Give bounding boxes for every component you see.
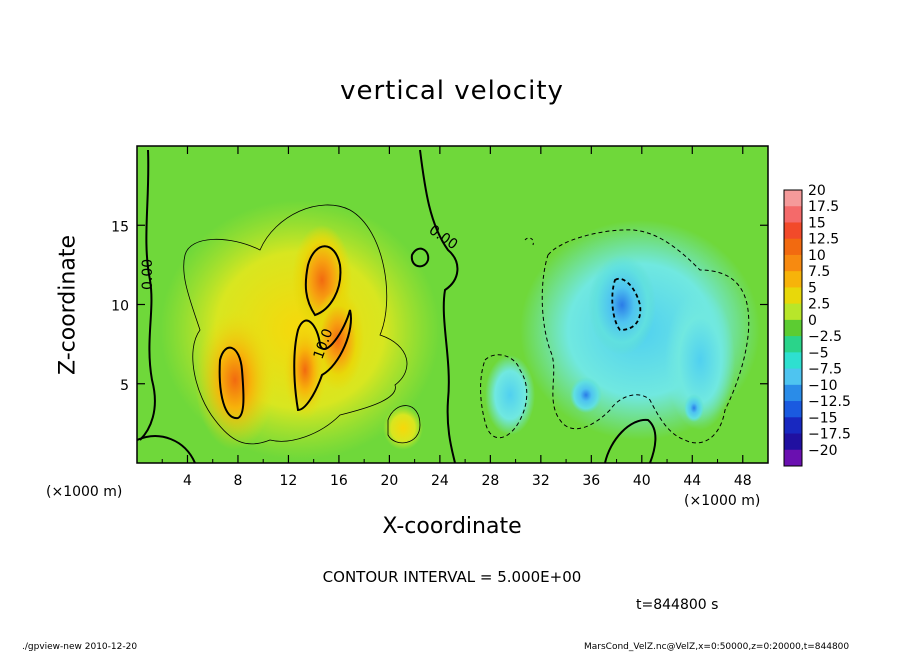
contour-thick-mid2	[293, 309, 352, 412]
colorbar-swatch	[784, 368, 802, 386]
colorbar-swatch	[784, 287, 802, 305]
colorbar-label: −7.5	[808, 362, 842, 378]
x-tick-label: 36	[582, 473, 600, 489]
contour-small-blob	[410, 247, 430, 268]
contour-zero-outer	[183, 204, 408, 445]
colorbar-label: −20	[808, 443, 838, 459]
colorbar-label: 0	[808, 313, 817, 329]
colorbar-label: 7.5	[808, 264, 830, 280]
colorbar-label: −5	[808, 345, 829, 361]
x-axis: 4 8 12 16 20 24 28 32 36 40 44 48	[161, 146, 752, 489]
x-tick-label: 44	[683, 473, 701, 489]
chart-title: vertical velocity	[340, 76, 564, 106]
colorbar-swatch	[784, 336, 802, 353]
colorbar-swatch	[784, 352, 802, 370]
colorbar-label: 17.5	[808, 199, 839, 215]
colorbar-swatch	[784, 254, 802, 272]
contour-zero-thick-right	[419, 149, 459, 463]
x-tick-label: 24	[431, 473, 449, 489]
colorbar-label: 5	[808, 280, 817, 296]
y-tick-label: 5	[120, 378, 129, 394]
colorbar-swatch	[784, 384, 802, 402]
colorbar-label: 12.5	[808, 232, 839, 248]
contour-neg-left	[480, 354, 528, 438]
colorbar-swatch	[784, 222, 802, 240]
colorbar-label: 20	[808, 183, 826, 199]
colorbar-swatch	[784, 206, 802, 223]
footer-right: MarsCond_VelZ.nc@VelZ,x=0:50000,z=0:2000…	[584, 642, 850, 652]
x-tick-label: 12	[280, 473, 298, 489]
x-unit-label-right: (×1000 m)	[684, 493, 761, 509]
colorbar-swatch	[784, 238, 802, 256]
x-tick-label: 4	[183, 473, 192, 489]
colorbar-label: −10	[808, 378, 838, 394]
y-tick-label: 10	[111, 299, 129, 315]
contour-neg-inner	[611, 277, 642, 331]
colorbar-swatch	[784, 190, 802, 207]
contour-thick-left	[218, 346, 245, 420]
contour-zero-bottom-right	[604, 418, 657, 463]
colorbar-swatch	[784, 449, 802, 467]
y-axis-label: Z-coordinate	[55, 235, 81, 375]
colorbar-swatch	[784, 319, 802, 337]
colorbar-label: −12.5	[808, 394, 851, 410]
contour-zero-thick-left	[139, 149, 156, 441]
time-label: t=844800 s	[636, 597, 719, 613]
colorbar-swatch	[784, 401, 802, 418]
contour-thin-small	[387, 405, 421, 444]
y-axis: 5 10 15	[111, 219, 768, 394]
x-axis-label-text: X-coordinate	[382, 514, 522, 539]
colorbar-swatch	[784, 303, 802, 321]
contour-interval-text: CONTOUR INTERVAL = 5.000E+00	[322, 568, 582, 586]
contour-neg-outer	[541, 229, 750, 444]
colorbar-label: −17.5	[808, 427, 851, 443]
colorbar-label: −15	[808, 410, 838, 426]
x-unit-label-left: (×1000 m)	[46, 484, 123, 500]
velocity-field	[137, 146, 768, 463]
x-tick-label: 48	[734, 473, 752, 489]
colorbar-label: 15	[808, 215, 826, 231]
colorbar-swatch	[784, 433, 802, 451]
colorbar-swatch	[784, 417, 802, 435]
x-tick-label: 32	[532, 473, 550, 489]
footer-left: ./gpview-new 2010-12-20	[22, 642, 138, 652]
colorbar-label: 10	[808, 248, 826, 264]
colorbar-swatch	[784, 271, 802, 288]
contour-thick-mid	[304, 245, 342, 317]
x-axis-label: X-coordinate	[0, 514, 904, 539]
y-tick-label: 15	[111, 219, 129, 235]
x-tick-label: 40	[633, 473, 651, 489]
x-tick-label: 16	[330, 473, 348, 489]
colorbar-label: 2.5	[808, 297, 830, 313]
contour-label-zero-left: 0.00	[140, 259, 156, 290]
colorbar-frame	[783, 189, 803, 467]
colorbar: 2017.51512.5107.552.50−2.5−5−7.5−10−12.5…	[783, 183, 851, 467]
x-tick-label: 28	[481, 473, 499, 489]
contour-neg-top	[524, 237, 534, 246]
contour-zero-bottom-left	[137, 435, 196, 463]
x-tick-label: 20	[380, 473, 398, 489]
colorbar-label: −2.5	[808, 329, 842, 345]
x-tick-label: 8	[233, 473, 242, 489]
